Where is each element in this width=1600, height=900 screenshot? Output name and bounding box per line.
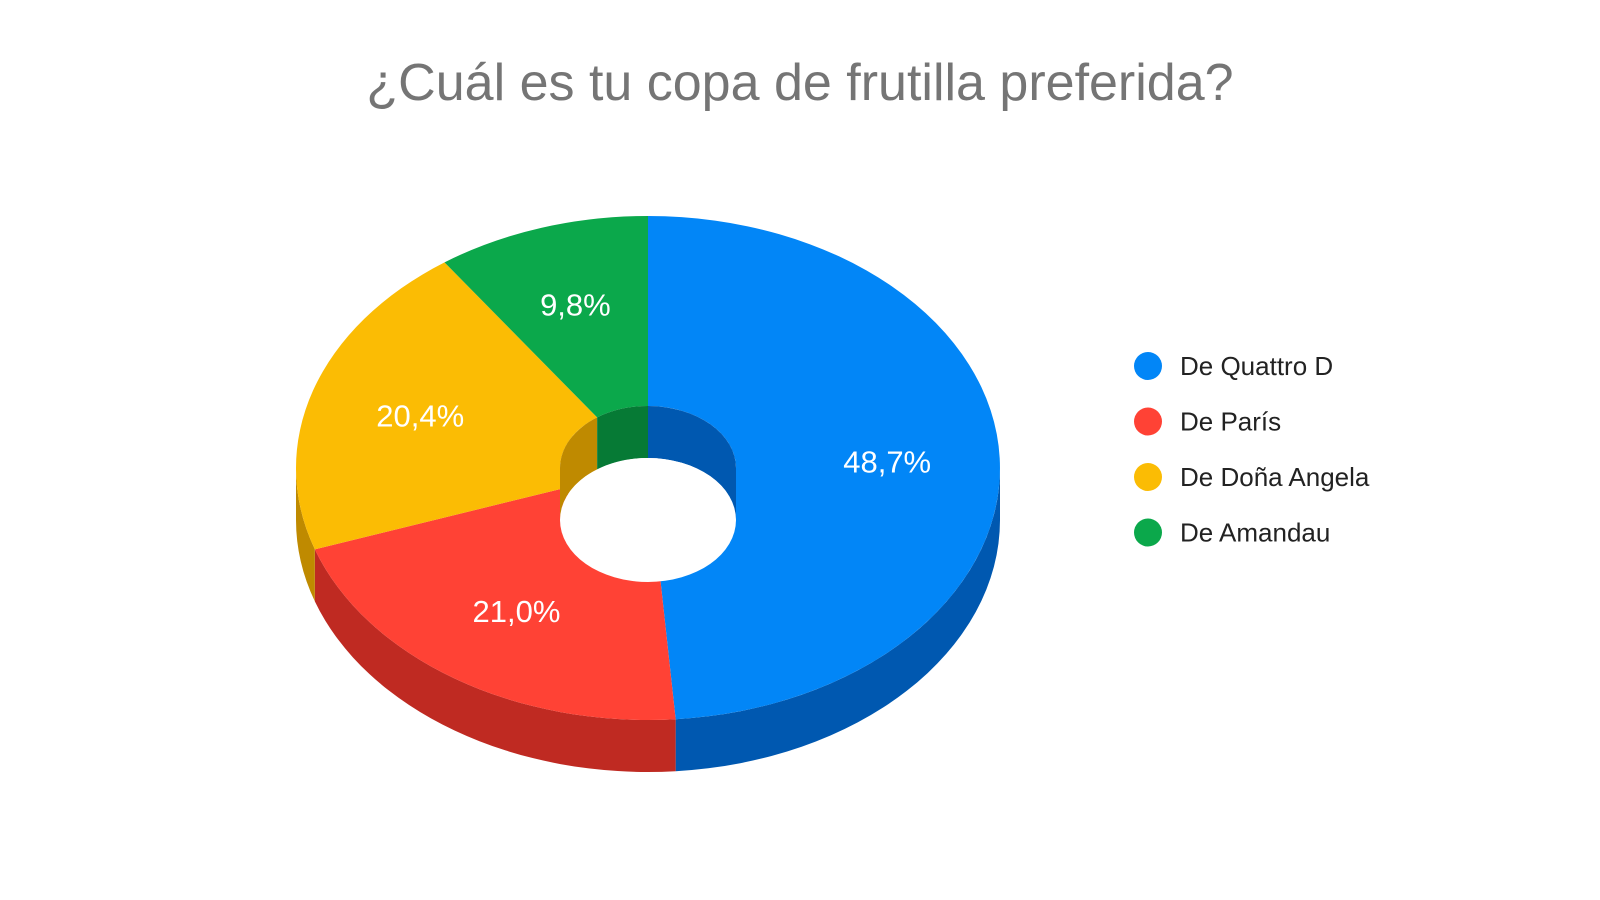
slice-de-dona-angela	[296, 262, 598, 550]
slice-outer-wall-de-quattro-d	[675, 468, 1000, 772]
slice-inner-wall-de-amandau	[597, 406, 648, 470]
legend-item-de-amandau: De Amandau	[1134, 518, 1330, 548]
pie-group: 48,7% 21,0% 20,4% 9,8%	[296, 216, 1000, 772]
legend-item-de-dona-angela: De Doña Angela	[1134, 462, 1370, 492]
legend-label: De Quattro D	[1180, 351, 1333, 381]
slice-label-de-quattro-d: 48,7%	[843, 444, 931, 479]
slice-outer-wall-de-dona-angela	[296, 468, 315, 602]
legend-item-de-quattro-d: De Quattro D	[1134, 351, 1333, 381]
slice-de-quattro-d	[648, 216, 1000, 720]
legend-label: De Doña Angela	[1180, 462, 1370, 492]
legend-swatch	[1134, 518, 1162, 547]
legend-swatch	[1134, 407, 1162, 436]
slice-outer-wall-de-paris	[314, 549, 676, 772]
slice-label-de-paris: 21,0%	[473, 594, 561, 629]
legend: De Quattro D De París De Doña Angela De Ama…	[1134, 351, 1370, 548]
legend-label: De París	[1180, 407, 1281, 437]
slice-inner-wall-de-quattro-d	[648, 406, 736, 520]
chart-title: ¿Cuál es tu copa de frutilla preferida?	[366, 54, 1233, 112]
slice-inner-wall-de-dona-angela	[560, 417, 598, 520]
legend-swatch	[1134, 463, 1162, 491]
slice-de-amandau	[444, 216, 648, 418]
slice-label-de-dona-angela: 20,4%	[376, 398, 464, 433]
slice-label-de-amandau: 9,8%	[540, 288, 611, 323]
donut-hole	[560, 458, 736, 582]
legend-item-de-paris: De París	[1134, 407, 1281, 437]
legend-label: De Amandau	[1180, 518, 1330, 548]
legend-swatch	[1134, 352, 1162, 380]
